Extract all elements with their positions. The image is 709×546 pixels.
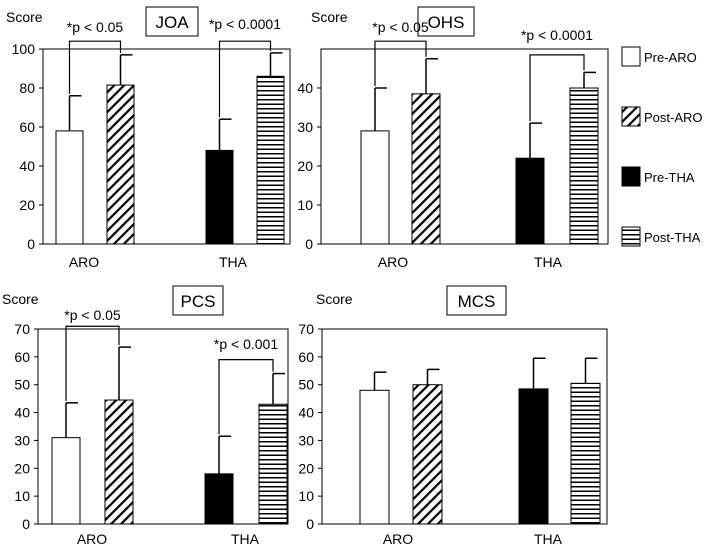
title-box <box>446 285 507 316</box>
legend-swatch-post-tha <box>621 226 641 247</box>
y-tick-label: 50 <box>14 377 30 393</box>
title-box <box>145 6 199 37</box>
y-tick-label: 60 <box>298 349 314 365</box>
x-category-label: THA <box>534 254 563 270</box>
y-tick-label: 30 <box>298 432 314 448</box>
legend-label: Post-THA <box>644 230 701 245</box>
x-category-label: ARO <box>69 254 99 270</box>
joa-panel: 0 20 40 60 80 100 Score JOA ARO THA *p < 0.05 *p < … <box>6 6 291 270</box>
y-axis-label: Score <box>311 9 348 25</box>
y-tick-label: 100 <box>12 41 36 57</box>
legend-label: Pre-ARO <box>644 50 697 65</box>
y-tick-label: 20 <box>14 460 30 476</box>
y-tick-label: 0 <box>22 516 30 532</box>
ohs-panel: 0 10 20 30 40 Score OHS ARO THA *p < 0.05 *p < 0.0… <box>297 6 609 270</box>
y-tick-label: 80 <box>19 80 35 96</box>
plot-frame <box>320 48 609 245</box>
title-box <box>172 285 224 316</box>
y-tick-label: 0 <box>305 236 313 252</box>
p-value-label: *p < 0.0001 <box>209 16 281 32</box>
y-tick-label: 60 <box>14 349 30 365</box>
significance-bracket <box>68 40 122 94</box>
y-tick-label: 70 <box>298 321 314 337</box>
y-tick-label: 10 <box>297 197 313 213</box>
p-value-label: *p < 0.05 <box>67 19 124 35</box>
plot-frame <box>37 328 289 525</box>
y-axis-label: Score <box>316 291 353 307</box>
p-value-label: *p < 0.05 <box>372 19 429 35</box>
y-tick-label: 20 <box>298 460 314 476</box>
bar-pre-aro <box>360 130 390 245</box>
y-tick-label: 0 <box>27 236 35 252</box>
plot-frame <box>321 328 608 525</box>
bar-pre-tha <box>515 157 545 245</box>
bar-pre-tha <box>518 388 549 525</box>
significance-bracket <box>218 40 272 118</box>
bar-post-tha <box>256 75 285 245</box>
y-tick-label: 10 <box>298 488 314 504</box>
x-category-label: THA <box>231 531 260 546</box>
bar-post-tha <box>570 382 601 525</box>
legend-swatch-pre-tha <box>621 166 641 187</box>
bar-post-aro <box>106 84 135 245</box>
x-category-label: ARO <box>378 254 408 270</box>
p-value-label: *p < 0.05 <box>64 307 121 323</box>
bar-post-aro <box>411 93 441 245</box>
y-tick-label: 0 <box>306 516 314 532</box>
bar-post-aro <box>412 384 443 525</box>
y-tick-label: 20 <box>297 158 313 174</box>
y-tick-label: 30 <box>297 119 313 135</box>
chart-title: PCS <box>181 292 216 311</box>
x-category-label: THA <box>219 254 248 270</box>
chart-title: OHS <box>428 13 465 32</box>
y-tick-label: 40 <box>298 405 314 421</box>
plot-frame <box>42 48 291 245</box>
significance-bracket <box>374 40 427 86</box>
y-tick-label: 40 <box>297 80 313 96</box>
significance-bracket <box>218 359 274 435</box>
bar-pre-aro <box>51 437 81 525</box>
y-tick-label: 30 <box>14 432 30 448</box>
y-tick-label: 40 <box>19 158 35 174</box>
legend-label: Pre-THA <box>644 170 695 185</box>
y-tick-label: 10 <box>14 488 30 504</box>
y-axis-label: Score <box>6 9 43 25</box>
legend-label: Post-ARO <box>644 110 703 125</box>
p-value-label: *p < 0.0001 <box>521 27 593 43</box>
y-tick-label: 60 <box>19 119 35 135</box>
x-category-label: THA <box>534 531 563 546</box>
bar-post-tha <box>258 403 288 525</box>
title-box <box>417 6 475 37</box>
significance-bracket <box>529 54 585 122</box>
p-value-label: *p < 0.001 <box>214 336 278 352</box>
x-category-label: ARO <box>77 531 107 546</box>
bar-pre-tha <box>204 473 234 525</box>
legend-swatch-pre-aro <box>621 46 641 67</box>
bar-pre-aro <box>55 130 84 245</box>
bar-post-tha <box>569 87 599 245</box>
significance-bracket <box>65 325 120 401</box>
y-tick-label: 50 <box>298 377 314 393</box>
y-tick-label: 70 <box>14 321 30 337</box>
chart-title: JOA <box>155 13 189 32</box>
y-tick-label: 40 <box>14 405 30 421</box>
bar-post-aro <box>104 399 134 525</box>
pcs-panel: 0 10 20 30 40 50 60 70 Score PCS ARO THA *p < 0.05 *p… <box>2 285 289 546</box>
y-axis-label: Score <box>2 291 39 307</box>
legend-swatch-post-aro <box>621 106 641 127</box>
chart-title: MCS <box>458 292 496 311</box>
bar-pre-aro <box>359 389 390 525</box>
bar-pre-tha <box>205 149 234 245</box>
legend: Pre-ARO Post-ARO Pre-THA Post-THA <box>621 46 703 247</box>
y-tick-label: 20 <box>19 197 35 213</box>
x-category-label: ARO <box>383 531 413 546</box>
